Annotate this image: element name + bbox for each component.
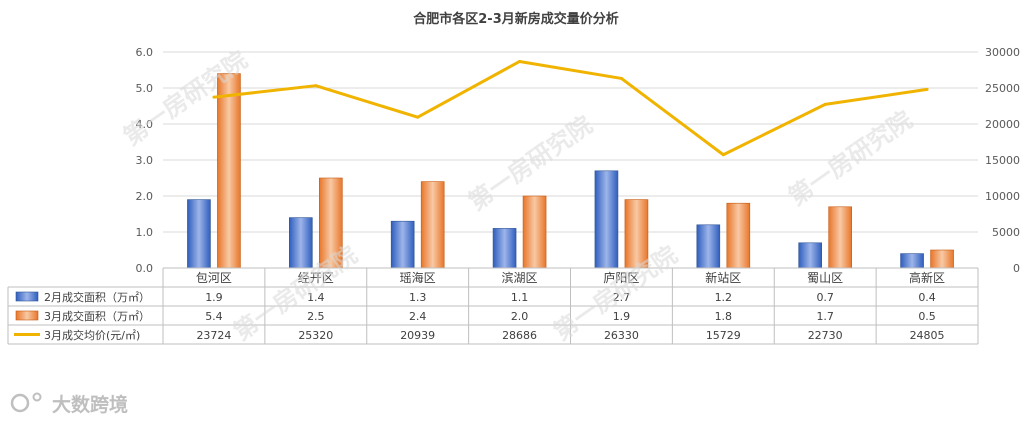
bar-feb [187,199,211,269]
table-cell: 2.4 [409,310,427,323]
bar-mar [726,202,751,269]
right-tick-label: 15000 [985,154,1020,167]
table-cell: 1.1 [511,291,529,304]
logo-text: 大数跨境 [52,393,128,416]
table-cell: 26330 [604,329,639,342]
price-point [518,59,522,63]
right-tick-label: 10000 [985,190,1020,203]
bar-series [187,73,954,269]
price-point [212,95,216,99]
right-tick-label: 30000 [985,46,1020,59]
legend-swatch [15,310,39,321]
price-point [823,102,827,106]
price-point [721,153,725,157]
bar-feb [594,170,619,269]
price-point [314,84,318,88]
left-tick-label: 0.0 [136,262,154,275]
right-tick-label: 5000 [992,226,1020,239]
table-cell: 1.9 [205,291,223,304]
price-point [619,76,623,80]
right-tick-label: 25000 [985,82,1020,95]
bar-mar [217,73,241,269]
table-cell: 2.7 [613,291,631,304]
table-cell: 15729 [706,329,741,342]
table-cell: 0.5 [918,310,936,323]
table-cell: 2.5 [307,310,325,323]
bar-feb [492,228,517,269]
price-point [416,115,420,119]
legend-swatch [15,291,39,302]
table-cell: 20939 [400,329,435,342]
bar-feb [289,217,313,269]
bar-feb [900,253,924,269]
logo-icon-dot [32,392,42,402]
table-cell: 2.0 [511,310,529,323]
price-line [213,59,928,157]
bar-feb [390,220,415,269]
bar-mar [522,195,547,269]
logo: 大数跨境 [10,392,128,416]
right-tick-label: 20000 [985,118,1020,131]
bar-mar [420,181,445,269]
table-cell: 1.4 [307,291,325,304]
right-tick-label: 0 [1013,262,1020,275]
table-cell: 23724 [196,329,231,342]
line-series [212,59,929,157]
left-tick-label: 2.0 [136,190,154,203]
table-cell: 1.3 [409,291,427,304]
data-table: 包河区 经开区 瑶海区 滨湖区 庐阳区 新站区 蜀山区 高新区 2月成交面积（万㎡） 1.9 1.4… [7,267,979,345]
table-cell: 0.4 [918,291,936,304]
bar-mar [828,206,852,269]
category-label: 新站区 [705,270,741,285]
table-cell: 1.9 [613,310,631,323]
legend-label: 2月成交面积（万㎡） [44,290,150,304]
table-cell: 5.4 [205,310,223,323]
left-tick-label: 5.0 [136,82,154,95]
legend-label: 3月成交面积（万㎡） [44,309,150,323]
table-cell: 0.7 [816,291,834,304]
category-label: 蜀山区 [807,271,843,285]
category-label: 包河区 [196,271,232,285]
price-point [925,87,929,91]
left-tick-label: 1.0 [136,226,154,239]
table-cell: 25320 [298,329,333,342]
left-tick-label: 3.0 [136,154,154,167]
category-label: 滨湖区 [502,270,538,285]
bar-feb [696,224,721,269]
left-tick-label: 6.0 [136,46,154,59]
category-label: 经开区 [298,271,334,285]
table-cell: 1.2 [715,291,733,304]
table-cell: 24805 [910,329,945,342]
watermark-text: 第一房研究院 [783,106,917,212]
chart-title: 合肥市各区2-3月新房成交量价分析 [413,11,619,27]
table-cell: 1.8 [715,310,733,323]
table-cell: 22730 [808,329,843,342]
category-label: 瑶海区 [400,270,436,285]
left-axis: 0.0 1.0 2.0 3.0 4.0 5.0 6.0 [136,46,154,275]
bar-feb [798,242,822,269]
right-axis: 0 5000 10000 15000 20000 25000 30000 [985,46,1020,275]
logo-icon [10,393,30,413]
table-cell: 28686 [502,329,537,342]
category-label: 庐阳区 [603,270,639,285]
bar-mar [930,249,954,269]
category-label: 高新区 [909,270,945,285]
table-cell: 1.7 [816,310,834,323]
legend-label: 3月成交均价(元/㎡) [44,328,140,342]
left-tick-label: 4.0 [136,118,154,131]
